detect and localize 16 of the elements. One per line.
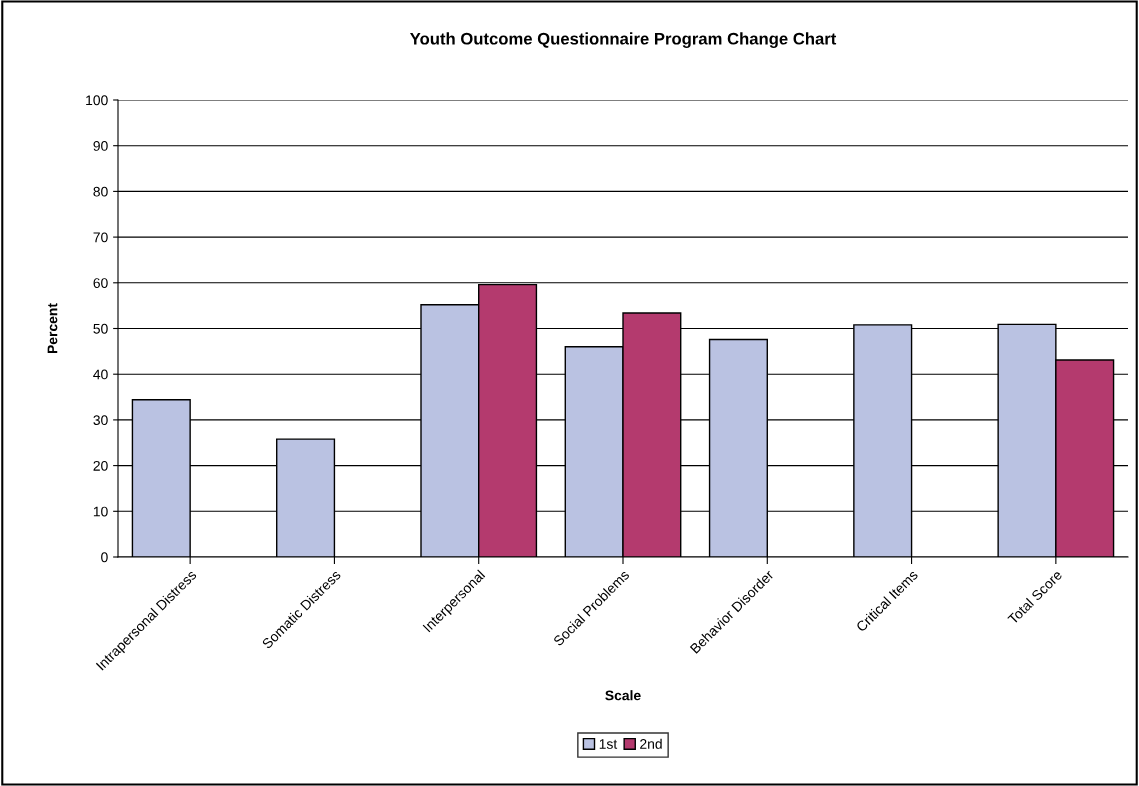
legend-label: 2nd [640, 738, 662, 749]
y-tick-label: 90 [93, 141, 108, 151]
x-axis-title: Scale [605, 690, 641, 701]
y-tick-label: 0 [101, 552, 108, 563]
chart-title: Youth Outcome Questionnaire Program Change Chart [409, 32, 837, 48]
y-axis-title: Percent [47, 303, 58, 354]
legend-label: 1st [599, 739, 618, 749]
y-tick-label: 30 [93, 415, 108, 426]
y-tick-label: 60 [93, 278, 108, 288]
y-tick-label: 80 [93, 186, 108, 197]
y-tick-label: 20 [93, 460, 108, 471]
y-tick-label: 50 [93, 323, 108, 334]
y-tick-label: 10 [93, 506, 108, 517]
y-tick-label: 70 [93, 232, 108, 243]
y-tick-label: 40 [93, 369, 108, 380]
y-tick-label: 100 [86, 95, 108, 106]
